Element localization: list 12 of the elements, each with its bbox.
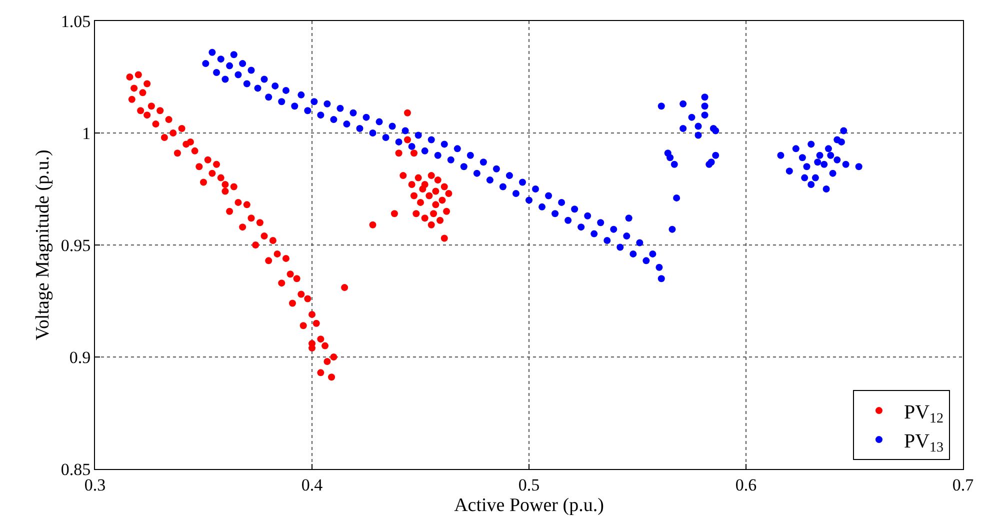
y-tick-label: 1 <box>82 124 91 143</box>
x-tick-label: 0.4 <box>301 475 324 494</box>
x-tick-label: 0.5 <box>518 475 540 494</box>
y-axis-title: Voltage Magnitude (p.u.) <box>32 150 54 340</box>
x-tick-label: 0.6 <box>735 475 757 494</box>
y-tick-label: 1.05 <box>60 12 91 31</box>
y-tick-label: 0.9 <box>69 348 91 367</box>
legend-label: PV$_{13}$ <box>904 430 944 456</box>
x-axis-title: Active Power (p.u.) <box>454 495 604 516</box>
legend-label: PV$_{12}$ <box>904 401 944 427</box>
x-tick-label: 0.7 <box>952 475 974 494</box>
y-tick-label: 0.95 <box>60 236 91 255</box>
